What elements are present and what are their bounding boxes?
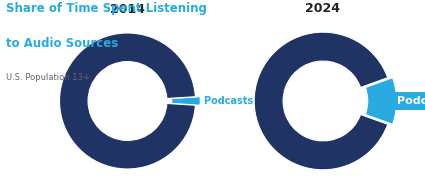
Wedge shape: [254, 32, 388, 170]
Wedge shape: [60, 33, 196, 169]
Wedge shape: [172, 97, 200, 105]
Text: to Audio Sources: to Audio Sources: [6, 37, 119, 50]
Text: U.S. Population 13+: U.S. Population 13+: [6, 73, 90, 82]
Title: 2014: 2014: [110, 3, 145, 16]
Wedge shape: [366, 78, 397, 124]
Text: Podcasts 2%: Podcasts 2%: [204, 96, 273, 106]
Text: Share of Time Spent Listening: Share of Time Spent Listening: [6, 2, 207, 15]
Title: 2024: 2024: [306, 2, 340, 15]
Text: Podcasts 11%: Podcasts 11%: [397, 96, 425, 106]
